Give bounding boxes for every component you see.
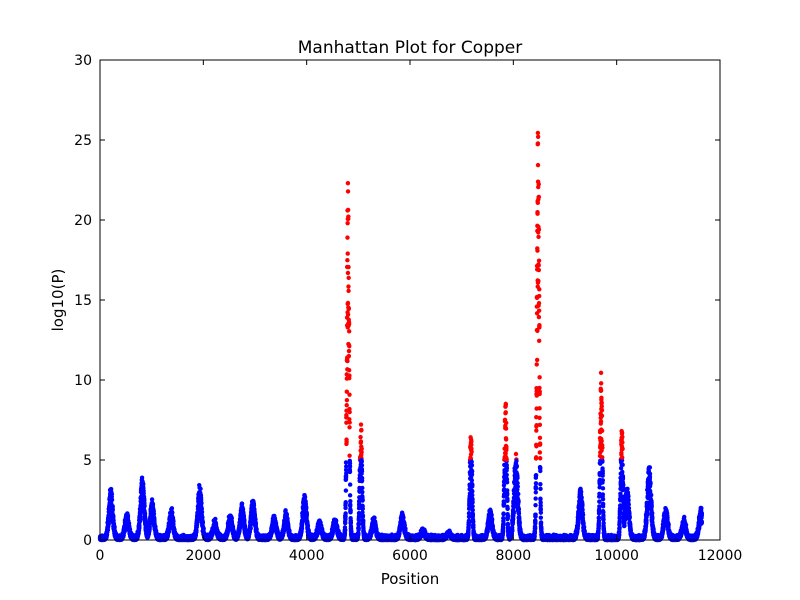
snp-point — [344, 439, 349, 444]
snp-point — [346, 284, 351, 289]
snp-point — [345, 312, 351, 317]
snp-point — [199, 500, 204, 506]
snp-point — [112, 525, 117, 530]
snp-point — [344, 403, 349, 408]
snp-point — [343, 505, 348, 511]
snp-point — [346, 329, 352, 334]
snp-point — [345, 220, 350, 226]
snp-point — [348, 499, 353, 504]
snp-point — [111, 513, 116, 519]
snp-point — [347, 392, 352, 397]
snp-point — [138, 514, 143, 519]
snp-point — [142, 511, 148, 516]
snp-point — [169, 506, 175, 511]
snp-point — [170, 510, 175, 515]
chart-title: Manhattan Plot for Copper — [298, 38, 523, 58]
snp-point — [150, 501, 156, 507]
snp-point — [346, 275, 351, 281]
snp-point — [346, 288, 351, 294]
snp-point — [142, 503, 147, 509]
snp-point — [198, 486, 203, 491]
snp-point — [333, 518, 339, 524]
snp-point — [138, 510, 143, 516]
snp-point — [343, 520, 348, 526]
snp-point — [347, 425, 352, 430]
snp-point — [284, 511, 289, 517]
snp-point — [345, 300, 351, 306]
snp-point — [200, 514, 205, 520]
snp-point — [137, 525, 142, 531]
snp-point — [109, 497, 115, 503]
snp-point — [346, 368, 352, 373]
snp-point — [108, 486, 114, 492]
snp-point — [194, 529, 199, 534]
data-points — [97, 130, 705, 543]
snp-point — [346, 264, 351, 270]
snp-point — [346, 353, 352, 359]
snp-point — [106, 518, 112, 524]
snp-point — [346, 348, 352, 354]
snp-point — [345, 258, 350, 263]
snp-point — [347, 482, 353, 487]
snp-point — [346, 214, 351, 219]
snp-point — [347, 409, 352, 415]
snp-point — [125, 513, 131, 519]
snp-point — [344, 397, 350, 403]
snp-point — [141, 491, 146, 496]
snp-point — [343, 460, 349, 465]
snp-point — [110, 507, 115, 512]
snp-point — [242, 518, 247, 523]
snp-point — [345, 235, 350, 240]
snp-point — [345, 189, 351, 194]
snp-point — [346, 306, 352, 311]
snp-point — [141, 481, 146, 487]
snp-point — [304, 513, 310, 518]
snp-point — [347, 493, 353, 498]
snp-point — [239, 501, 245, 506]
snp-point — [348, 508, 353, 513]
snp-point — [342, 528, 348, 533]
snp-point — [343, 500, 348, 505]
snp-point — [347, 344, 352, 349]
snp-point — [347, 420, 352, 425]
snp-point — [201, 526, 206, 531]
snp-point — [253, 521, 259, 526]
snp-point — [199, 509, 205, 515]
snp-point — [153, 524, 158, 529]
snp-point — [345, 358, 350, 364]
snp-point — [139, 475, 145, 480]
snp-point — [346, 321, 352, 327]
snp-point — [110, 503, 115, 509]
snp-point — [304, 504, 309, 510]
snp-point — [345, 270, 351, 276]
snp-point — [347, 373, 352, 378]
snp-point — [229, 515, 234, 521]
snp-point — [348, 520, 354, 525]
snp-point — [200, 520, 205, 526]
snp-point — [345, 251, 350, 256]
snp-point — [109, 491, 115, 497]
snp-point — [345, 180, 351, 186]
snp-point — [343, 511, 348, 516]
snp-point — [143, 519, 148, 524]
snp-point — [254, 526, 259, 532]
snp-point — [111, 518, 116, 523]
snp-point — [305, 523, 311, 529]
snp-point — [171, 519, 176, 524]
snp-point — [343, 488, 349, 493]
snp-point — [347, 453, 352, 458]
snp-point — [345, 207, 351, 213]
snp-point — [347, 464, 353, 469]
snp-point — [347, 469, 353, 474]
